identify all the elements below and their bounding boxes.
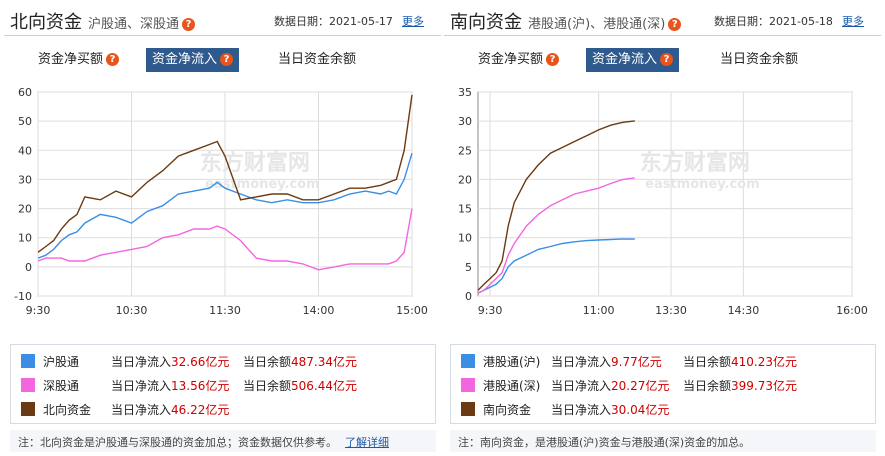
- south-legend: 港股通(沪) 当日净流入9.77亿元 当日余额410.23亿元 港股通(深) 当…: [450, 344, 876, 424]
- tab-daily-balance[interactable]: 当日资金余额: [720, 52, 799, 67]
- y-tick-label: 10: [18, 232, 32, 245]
- y-tick-label: 5: [465, 261, 472, 274]
- north-panel: 北向资金 沪股通、深股通? 数据日期：2021-05-17 更多 资金净买额? …: [4, 4, 441, 454]
- legend-balance: 当日余额410.23亿元: [683, 355, 798, 369]
- legend-balance: 当日余额399.73亿元: [683, 379, 798, 393]
- watermark-text: 东方财富网: [640, 150, 750, 176]
- plot-area: [477, 91, 853, 297]
- legend-swatch: [21, 354, 35, 368]
- help-icon[interactable]: ?: [546, 53, 560, 66]
- legend-row: 港股通(沪) 当日净流入9.77亿元 当日余额410.23亿元: [451, 349, 875, 373]
- y-tick-label: 30: [458, 115, 472, 128]
- legend-swatch: [461, 378, 475, 392]
- help-icon[interactable]: ?: [220, 53, 234, 66]
- legend-swatch: [21, 378, 35, 392]
- tab-net-buy[interactable]: 资金净买额?: [472, 48, 565, 72]
- series-line-1: [477, 177, 635, 294]
- tab-net-buy[interactable]: 资金净买额?: [32, 48, 125, 72]
- north-tabs: 资金净买额? 资金净流入? 当日资金余额: [4, 48, 441, 74]
- learn-more-link[interactable]: 了解详细: [345, 436, 389, 449]
- legend-name: 深股通: [43, 379, 80, 393]
- series-line-2: [477, 120, 635, 291]
- x-tick-label: 13:30: [655, 304, 687, 317]
- north-more-link[interactable]: 更多: [402, 15, 424, 28]
- south-chart[interactable]: 0 5 10 15 20 25 30 35 9:30 11:00 13:30 14:30 16:00 东方…: [444, 84, 881, 324]
- legend-swatch: [461, 354, 475, 368]
- tab-net-inflow[interactable]: 资金净流入?: [146, 48, 240, 72]
- tab-daily-balance[interactable]: 当日资金余额: [278, 52, 357, 67]
- y-tick-label: 50: [18, 115, 32, 128]
- legend-inflow: 当日净流入9.77亿元: [551, 355, 662, 369]
- south-panel: 南向资金 港股通(沪)、港股通(深)? 数据日期：2021-05-18 更多 资…: [444, 4, 881, 454]
- y-tick-label: 35: [458, 86, 472, 99]
- help-icon[interactable]: ?: [668, 18, 682, 31]
- legend-name: 沪股通: [43, 355, 80, 369]
- y-tick-label: 25: [458, 144, 472, 157]
- legend-inflow: 当日净流入46.22亿元: [111, 403, 230, 417]
- y-tick-label: 10: [458, 232, 472, 245]
- x-tick-label: 14:30: [728, 304, 760, 317]
- series-line-2: [37, 94, 413, 253]
- north-title: 北向资金: [10, 12, 82, 33]
- x-tick-label: 15:00: [396, 304, 428, 317]
- watermark-text: 东方财富网: [200, 150, 310, 176]
- y-tick-label: 20: [18, 203, 32, 216]
- north-chart[interactable]: -10 0 10 20 30 40 50 60 9:30 10:30 11:30 14:00 15:00…: [4, 84, 441, 324]
- x-tick-label: 16:00: [836, 304, 868, 317]
- watermark-subtext: eastmoney.com: [205, 177, 320, 192]
- north-legend: 沪股通 当日净流入32.66亿元 当日余额487.34亿元 深股通 当日净流入1…: [10, 344, 436, 424]
- x-tick-label: 9:30: [478, 304, 503, 317]
- legend-swatch: [461, 402, 475, 416]
- y-tick-label: -10: [14, 290, 32, 303]
- x-tick-label: 11:00: [583, 304, 615, 317]
- watermark-subtext: eastmoney.com: [645, 177, 760, 192]
- tab-net-inflow[interactable]: 资金净流入?: [586, 48, 680, 72]
- south-header: 南向资金 港股通(沪)、港股通(深)? 数据日期：2021-05-18 更多: [444, 4, 881, 36]
- legend-row: 港股通(深) 当日净流入20.27亿元 当日余额399.73亿元: [451, 373, 875, 397]
- south-date: 数据日期：2021-05-18: [714, 15, 833, 28]
- south-title: 南向资金: [450, 12, 522, 33]
- x-tick-label: 9:30: [26, 304, 51, 317]
- y-tick-label: 15: [458, 203, 472, 216]
- south-note: 注：南向资金，是港股通(沪)资金与港股通(深)资金的加总。: [450, 430, 876, 452]
- legend-swatch: [21, 402, 35, 416]
- north-note: 注：北向资金是沪股通与深股通的资金加总；资金数据仅供参考。 了解详细: [10, 430, 436, 452]
- x-tick-label: 11:30: [209, 304, 241, 317]
- north-header: 北向资金 沪股通、深股通? 数据日期：2021-05-17 更多: [4, 4, 441, 36]
- legend-row: 北向资金 当日净流入46.22亿元: [11, 397, 435, 421]
- south-more-link[interactable]: 更多: [842, 15, 864, 28]
- help-icon[interactable]: ?: [182, 18, 196, 31]
- legend-balance: 当日余额506.44亿元: [243, 379, 358, 393]
- y-tick-label: 0: [25, 261, 32, 274]
- y-tick-label: 30: [18, 173, 32, 186]
- legend-row: 南向资金 当日净流入30.04亿元: [451, 397, 875, 421]
- north-subtitle: 沪股通、深股通?: [88, 13, 196, 32]
- series-line-1: [37, 208, 413, 271]
- legend-name: 南向资金: [483, 403, 532, 417]
- legend-row: 深股通 当日净流入13.56亿元 当日余额506.44亿元: [11, 373, 435, 397]
- series-line-0: [477, 238, 635, 294]
- legend-inflow: 当日净流入20.27亿元: [551, 379, 670, 393]
- north-date: 数据日期：2021-05-17: [274, 15, 393, 28]
- x-tick-label: 14:00: [303, 304, 335, 317]
- legend-row: 沪股通 当日净流入32.66亿元 当日余额487.34亿元: [11, 349, 435, 373]
- legend-name: 港股通(沪): [483, 355, 541, 369]
- legend-inflow: 当日净流入30.04亿元: [551, 403, 670, 417]
- y-tick-label: 60: [18, 86, 32, 99]
- legend-inflow: 当日净流入32.66亿元: [111, 355, 230, 369]
- legend-name: 港股通(深): [483, 379, 541, 393]
- help-icon[interactable]: ?: [106, 53, 120, 66]
- south-tabs: 资金净买额? 资金净流入? 当日资金余额: [444, 48, 881, 74]
- south-subtitle: 港股通(沪)、港股通(深)?: [528, 13, 682, 32]
- legend-name: 北向资金: [43, 403, 92, 417]
- y-tick-label: 0: [465, 290, 472, 303]
- help-icon[interactable]: ?: [660, 53, 674, 66]
- legend-inflow: 当日净流入13.56亿元: [111, 379, 230, 393]
- legend-balance: 当日余额487.34亿元: [243, 355, 358, 369]
- y-tick-label: 20: [458, 173, 472, 186]
- x-tick-label: 10:30: [116, 304, 148, 317]
- y-tick-label: 40: [18, 144, 32, 157]
- series-line-0: [37, 153, 413, 259]
